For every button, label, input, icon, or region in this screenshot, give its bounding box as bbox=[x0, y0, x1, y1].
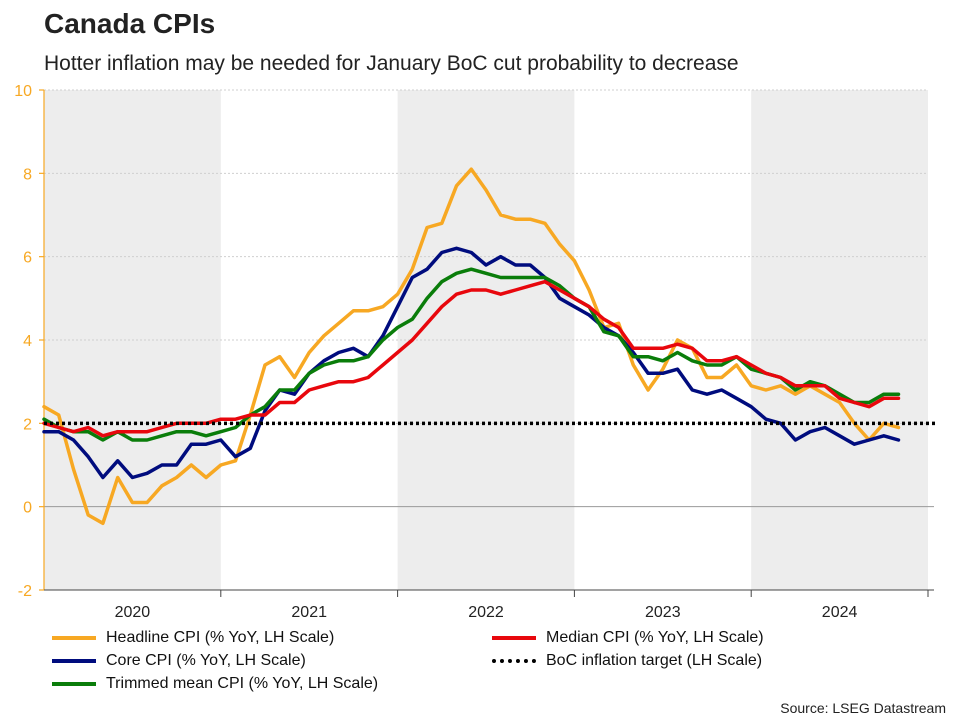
legend-swatch-core bbox=[52, 659, 96, 663]
source-note: Source: LSEG Datastream bbox=[780, 700, 946, 716]
legend-item-target: BoC inflation target (LH Scale) bbox=[492, 652, 762, 670]
y-tick-label: 6 bbox=[23, 250, 32, 267]
y-tick-label: 4 bbox=[23, 333, 32, 350]
legend-label-median: Median CPI (% YoY, LH Scale) bbox=[546, 629, 764, 646]
chart-title: Canada CPIs bbox=[44, 8, 216, 39]
y-tick-label: 8 bbox=[23, 166, 32, 183]
series-line-headline bbox=[42, 167, 901, 526]
legend-item-median: Median CPI (% YoY, LH Scale) bbox=[492, 629, 764, 647]
y-tick-label: -2 bbox=[18, 583, 32, 600]
y-tick-label: 10 bbox=[14, 83, 32, 100]
y-tick-label: 2 bbox=[23, 416, 32, 433]
legend-swatch-target bbox=[492, 659, 536, 663]
series-line-trimmed bbox=[42, 267, 901, 442]
legend-swatch-median bbox=[492, 636, 536, 640]
series-line-median bbox=[42, 279, 901, 438]
x-tick-label: 2021 bbox=[291, 604, 327, 621]
legend-label-trimmed: Trimmed mean CPI (% YoY, LH Scale) bbox=[106, 675, 379, 692]
legend-item-trimmed: Trimmed mean CPI (% YoY, LH Scale) bbox=[52, 675, 378, 693]
y-tick-label: 0 bbox=[23, 500, 32, 517]
x-tick-label: 2024 bbox=[822, 604, 858, 621]
legend-swatch-headline bbox=[52, 636, 96, 640]
legend-item-core: Core CPI (% YoY, LH Scale) bbox=[52, 652, 306, 670]
series-lines bbox=[42, 167, 901, 526]
axes: -2 0 2 4 6 8 10 2020 2021 2022 2023 2024 bbox=[14, 83, 934, 621]
series-line-core bbox=[42, 246, 901, 480]
legend-label-headline: Headline CPI (% YoY, LH Scale) bbox=[106, 629, 335, 646]
chart-subtitle: Hotter inflation may be needed for Janua… bbox=[44, 52, 739, 75]
x-tick-label: 2020 bbox=[115, 604, 151, 621]
x-tick-label: 2022 bbox=[468, 604, 504, 621]
legend-label-target: BoC inflation target (LH Scale) bbox=[546, 652, 763, 669]
legend-swatch-trimmed bbox=[52, 682, 96, 686]
legend-item-headline: Headline CPI (% YoY, LH Scale) bbox=[52, 629, 334, 647]
x-tick-label: 2023 bbox=[645, 604, 681, 621]
legend-label-core: Core CPI (% YoY, LH Scale) bbox=[106, 652, 306, 669]
